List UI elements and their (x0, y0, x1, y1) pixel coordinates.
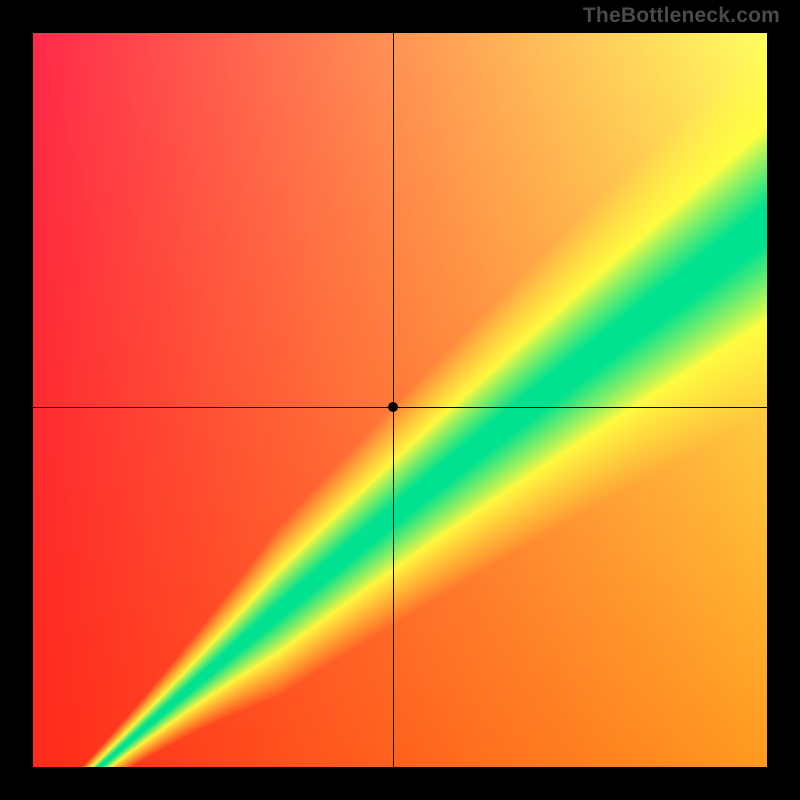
crosshair-vertical (393, 33, 394, 767)
heatmap-plot (33, 33, 767, 767)
heatmap-canvas (33, 33, 767, 767)
outer-frame: TheBottleneck.com (0, 0, 800, 800)
watermark-text: TheBottleneck.com (583, 4, 780, 28)
crosshair-horizontal (33, 407, 767, 408)
crosshair-marker (388, 402, 398, 412)
